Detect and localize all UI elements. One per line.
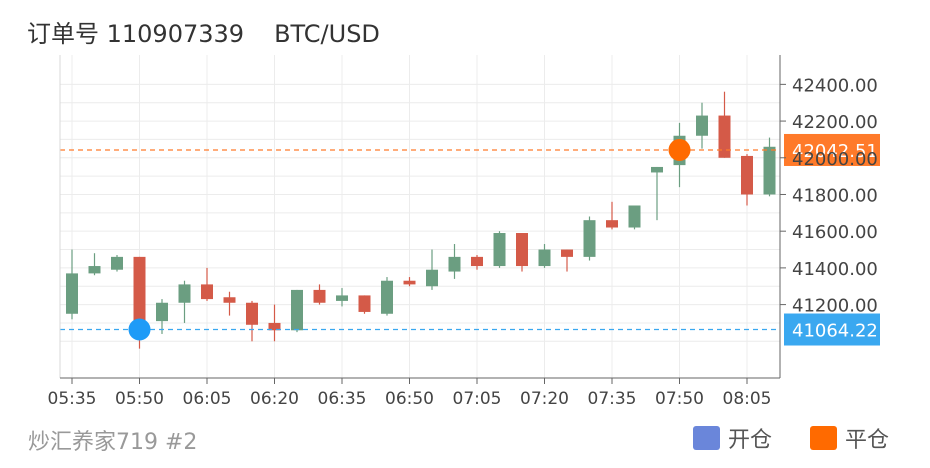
y-tick-label: 41800.00 bbox=[792, 185, 878, 206]
legend-open-swatch bbox=[693, 426, 720, 450]
candlestick-chart: 41064.22 42042.51 41200.00 41400.00 41600.0… bbox=[48, 55, 880, 409]
candle-body bbox=[178, 284, 191, 303]
candle-body bbox=[133, 256, 146, 323]
candle-body bbox=[111, 256, 123, 270]
symbol-label: BTC/USD bbox=[274, 20, 380, 48]
legend-close-swatch bbox=[810, 426, 837, 450]
candle-body bbox=[583, 220, 596, 257]
candle-body bbox=[223, 297, 236, 303]
candle-body bbox=[561, 249, 573, 257]
candle-body bbox=[696, 115, 708, 136]
x-tick-label: 05:35 bbox=[48, 389, 97, 409]
candle-body bbox=[88, 266, 101, 274]
candle-body bbox=[763, 146, 776, 195]
candle-body bbox=[246, 302, 258, 325]
close-price-label-bg bbox=[784, 133, 880, 166]
candle-body bbox=[538, 249, 551, 267]
legend-close-label: 平仓 bbox=[845, 428, 890, 453]
open-marker bbox=[128, 318, 151, 341]
candle-body bbox=[718, 115, 731, 158]
x-tick-label: 06:50 bbox=[385, 389, 434, 409]
x-tick-label: 08:05 bbox=[723, 389, 772, 409]
legend-open-label: 开仓 bbox=[728, 428, 773, 453]
y-tick-label: 41200.00 bbox=[792, 296, 878, 317]
x-tick-label: 07:35 bbox=[588, 389, 637, 409]
trade-markers bbox=[128, 138, 691, 341]
candle-body bbox=[358, 295, 371, 312]
candle-body bbox=[313, 289, 326, 303]
close-marker bbox=[668, 138, 691, 161]
x-tick-label: 06:20 bbox=[250, 389, 299, 409]
candle-body bbox=[403, 280, 416, 285]
candle-body bbox=[516, 233, 528, 267]
y-tick-label: 41600.00 bbox=[792, 222, 878, 243]
open-price-label-bg bbox=[784, 313, 880, 346]
candle-body bbox=[381, 280, 393, 314]
candle-body bbox=[741, 155, 753, 195]
x-tick-label: 07:05 bbox=[453, 389, 502, 409]
x-tick-label: 06:35 bbox=[318, 389, 367, 409]
open-price-label: 41064.22 bbox=[792, 321, 878, 342]
candle-body bbox=[201, 284, 213, 300]
candle-body bbox=[336, 295, 348, 301]
y-tick-label: 42000.00 bbox=[792, 149, 878, 170]
price-lines: 41064.22 42042.51 bbox=[60, 133, 880, 346]
candle-body bbox=[426, 269, 438, 287]
candle-body bbox=[448, 256, 461, 272]
candle-body bbox=[156, 302, 168, 322]
y-tick-label: 41400.00 bbox=[792, 259, 878, 280]
y-tick-label: 42200.00 bbox=[792, 112, 878, 133]
y-tick-label: 42400.00 bbox=[792, 75, 878, 96]
x-tick-label: 06:05 bbox=[183, 389, 232, 409]
candles bbox=[66, 91, 776, 349]
close-price-label: 42042.51 bbox=[792, 141, 878, 162]
candle-body bbox=[471, 256, 483, 267]
x-tick-label: 07:20 bbox=[520, 389, 569, 409]
candle-body bbox=[628, 205, 641, 228]
candle-body bbox=[66, 273, 78, 314]
candle-body bbox=[268, 322, 281, 331]
candle-body bbox=[493, 233, 506, 267]
x-tick-label: 05:50 bbox=[115, 389, 164, 409]
order-number: 订单号 110907339 bbox=[27, 20, 245, 48]
legend-open: 开仓 bbox=[693, 422, 772, 454]
candle-body bbox=[606, 220, 618, 228]
legend-close: 平仓 bbox=[810, 422, 889, 454]
candle-body bbox=[651, 166, 663, 173]
axes: 41200.00 41400.00 41600.00 41800.00 42000.00… bbox=[48, 55, 878, 409]
watermark: 炒汇养家719 #2 bbox=[28, 430, 198, 455]
chart-header: 订单号 110907339 BTC/USD bbox=[27, 14, 380, 49]
x-tick-label: 07:50 bbox=[655, 389, 704, 409]
candle-body bbox=[291, 289, 303, 331]
